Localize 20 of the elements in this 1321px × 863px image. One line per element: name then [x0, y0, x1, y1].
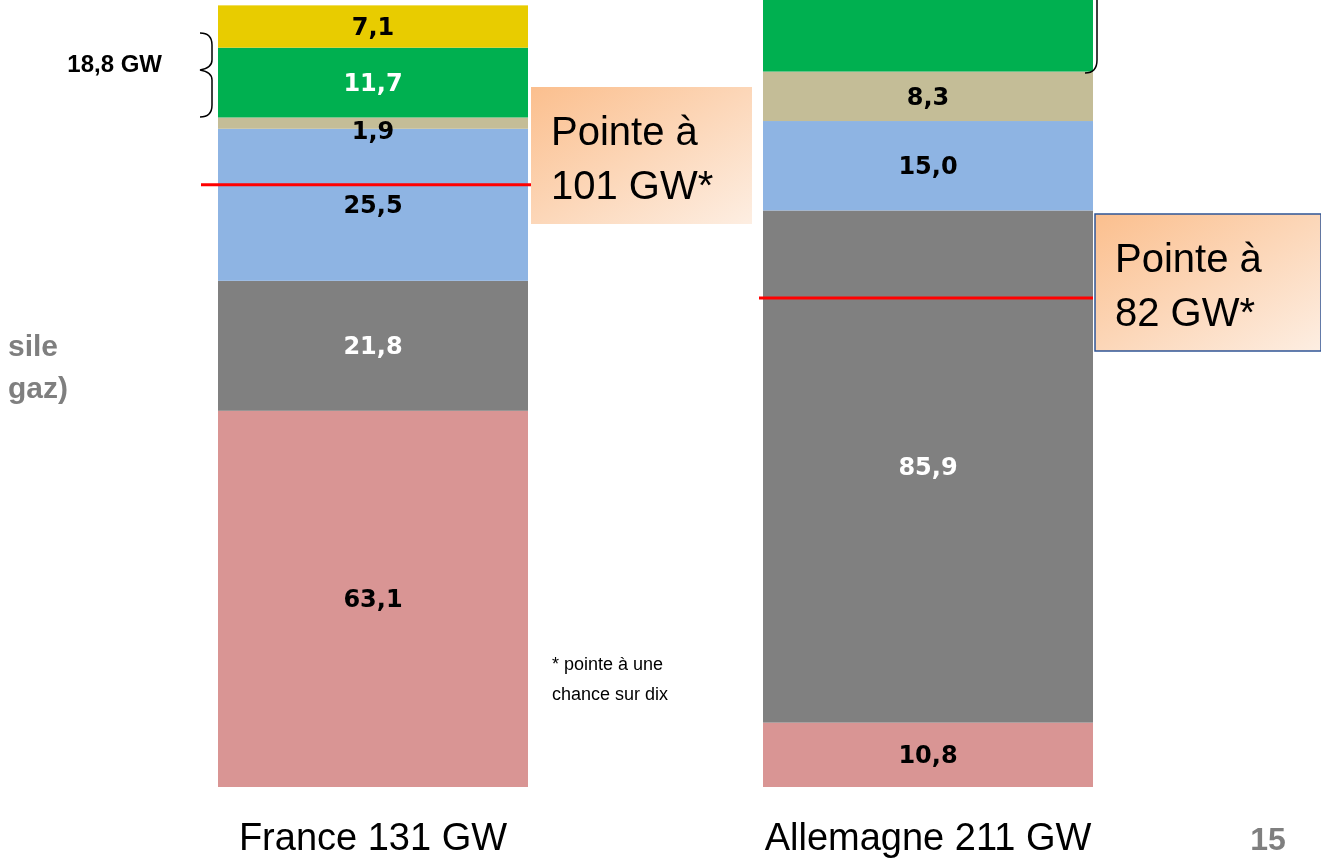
annotation: * pointe à une chance sur dix: [552, 654, 669, 704]
data-label: 85,9: [898, 452, 958, 481]
x-tick-label: Allemagne 211 GW: [764, 816, 1092, 858]
data-label: 8,3: [906, 82, 950, 111]
text: 15: [1250, 821, 1286, 857]
data-label: 10,8: [898, 741, 958, 770]
ref-line-label: Pointe à 101 GW*: [551, 109, 714, 207]
text: sile: [8, 329, 59, 362]
x-tick-label: France 131 GW: [238, 816, 508, 858]
data-label: 15,0: [898, 152, 958, 181]
text: gaz): [8, 371, 68, 404]
data-label: 21,8: [343, 332, 403, 361]
data-label: 1,9: [351, 117, 395, 146]
data-label: 11,7: [343, 68, 403, 97]
data-label: 63,1: [343, 585, 403, 614]
annotation: 18,8 GW: [67, 50, 163, 77]
ref-line-label: Pointe à 82 GW*: [1115, 236, 1263, 334]
bar: [218, 5, 528, 48]
data-label: 7,1: [351, 12, 395, 41]
data-label: 25,5: [343, 191, 403, 220]
